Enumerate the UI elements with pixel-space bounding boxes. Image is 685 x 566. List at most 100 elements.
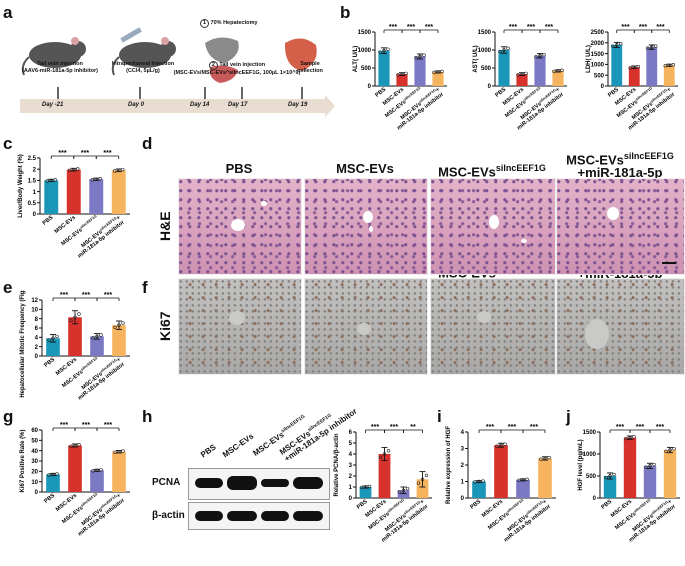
y-tick-label: 40 [31, 449, 38, 455]
data-point [76, 167, 80, 171]
data-point [632, 435, 636, 439]
y-tick-label: 2000 [591, 41, 605, 47]
chart-mitotic-frequency: 0 2 4 6 8 10 12 Hepatocellular Mitotic Frequenc… [20, 290, 130, 402]
data-point [612, 472, 616, 477]
panel-label-e: e [3, 278, 13, 297]
data-point [121, 167, 125, 172]
panel-label-i: i [437, 407, 442, 426]
label-tail: + [555, 86, 562, 93]
mouse-icon [21, 37, 86, 76]
label-tail: + [435, 86, 442, 93]
sig-label: *** [530, 424, 538, 431]
data-point [73, 315, 77, 319]
data-point [378, 455, 383, 459]
sig-label: *** [60, 292, 68, 299]
he-image-inhibitor [556, 178, 685, 275]
y-tick-label: 0 [601, 84, 605, 90]
sig-label: *** [639, 24, 647, 31]
data-point [636, 64, 640, 69]
y-axis-label: ALT( U/L) [353, 46, 359, 73]
bar [663, 450, 677, 498]
data-point [608, 474, 612, 478]
y-tick-label: 1.5 [28, 179, 37, 185]
y-tick-label: 10 [31, 480, 38, 486]
x-tick-label: MSC-EVssilncEEF1G+miR-181a-5p inhibitor [77, 214, 126, 259]
data-point [619, 41, 623, 46]
x-tick-label: MSC-EVssilncEEF1G+miR-181a-5p inhibitor [503, 498, 552, 543]
bar [46, 474, 60, 492]
chart-ki67-rate: 0 10 20 30 40 50 60 Ki67 Positive Rate (%) *** **… [20, 422, 130, 538]
label-tail: + [667, 498, 674, 505]
data-point [121, 321, 125, 325]
data-point [440, 69, 444, 74]
data-point [113, 325, 117, 329]
bar [90, 336, 104, 356]
data-point [91, 469, 95, 473]
y-tick-label: 0 [461, 496, 465, 502]
data-point [503, 442, 507, 446]
y-tick-label: 2500 [591, 30, 605, 36]
he-col-pbs: PBS [225, 161, 253, 176]
sig-label: *** [81, 150, 89, 157]
panel-label-j: j [566, 407, 571, 426]
data-point [436, 70, 440, 74]
data-point [432, 70, 436, 75]
sig-label: *** [390, 424, 398, 431]
bar [516, 479, 530, 498]
data-point [55, 334, 59, 339]
y-tick-label: 3 [349, 463, 353, 469]
data-point [69, 318, 73, 323]
y-tick-label: 4 [349, 452, 353, 458]
data-point [495, 444, 499, 448]
data-point [604, 475, 608, 480]
label-sup: silncEEF1G [80, 492, 98, 508]
data-point [672, 447, 676, 451]
wb-pcna-label: PCNA [152, 477, 181, 488]
data-point [481, 479, 485, 483]
timeline-bar [20, 99, 325, 113]
data-point [624, 436, 628, 441]
y-tick-label: 500 [586, 474, 597, 480]
bar [516, 74, 528, 86]
sig-label: *** [656, 24, 664, 31]
bar [44, 180, 59, 214]
ki67-image-silnc [430, 278, 556, 375]
y-tick-label: 1000 [358, 48, 372, 54]
data-point [77, 312, 81, 316]
scale-bar [662, 262, 676, 264]
data-point [499, 443, 503, 447]
data-point [552, 69, 556, 74]
mouse-icon [111, 27, 176, 76]
y-tick-label: 60 [31, 428, 38, 434]
data-point [644, 465, 648, 469]
panel-label-c: c [3, 134, 13, 153]
wb-actin-label: β-actin [152, 510, 185, 521]
data-point [671, 63, 675, 67]
x-tick-label: PBS [43, 357, 56, 369]
y-tick-label: 4 [35, 336, 39, 342]
sig-label: *** [104, 422, 112, 429]
data-point [400, 72, 404, 76]
bar [414, 56, 426, 86]
x-tick-label: MSC-EVssilncEEF1G+miR-181a-5p inhibitor [77, 356, 126, 401]
y-tick-label: 1500 [478, 30, 492, 36]
step5-label: Sample [300, 61, 320, 67]
data-point [47, 338, 51, 342]
bar [663, 65, 675, 86]
y-tick-label: 1 [33, 190, 37, 196]
chart-ldh: 0 500 1000 1500 2000 2500 LDH( U/L) *** *** *** PB… [586, 24, 678, 130]
data-point [502, 48, 506, 52]
step2-sub: (CCl4, 5µL/g) [126, 68, 160, 74]
label-sup: silncEEF1G [387, 498, 405, 514]
data-point [534, 55, 538, 59]
sig-label: *** [82, 292, 90, 299]
sig-label: ** [410, 424, 416, 431]
y-axis-label: AST( U/L) [473, 45, 479, 72]
sig-label: *** [371, 424, 379, 431]
sig-label: *** [103, 150, 111, 157]
x-tick-text-line2: miR-181a-5p inhibitor [627, 91, 676, 130]
y-tick-label: 0 [368, 84, 372, 90]
sig-label: *** [509, 24, 517, 31]
x-tick-text: PBS [600, 499, 613, 511]
